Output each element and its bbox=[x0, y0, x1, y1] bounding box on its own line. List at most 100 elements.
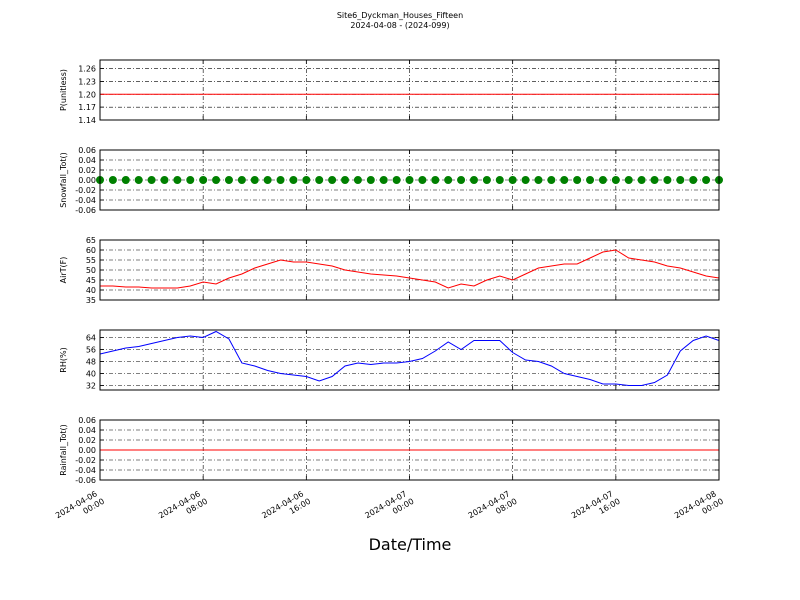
plot-frame bbox=[99, 59, 720, 121]
plot-frame bbox=[99, 329, 720, 391]
data-point bbox=[353, 176, 362, 184]
data-point bbox=[302, 176, 311, 184]
y-tick-label: 0.04 bbox=[78, 156, 96, 165]
y-tick-label: 0.00 bbox=[78, 176, 96, 185]
y-tick-label: 0.04 bbox=[78, 426, 96, 435]
data-point bbox=[108, 176, 117, 184]
data-point bbox=[315, 176, 324, 184]
y-axis-label: Rainfall_Tot() bbox=[59, 424, 68, 476]
data-point bbox=[650, 176, 659, 184]
y-tick-label: 0.02 bbox=[78, 436, 96, 445]
data-point bbox=[663, 176, 672, 184]
x-tick-label: 2024-04-08 00:00 bbox=[673, 488, 725, 529]
y-tick-label: 0.02 bbox=[78, 166, 96, 175]
data-point bbox=[392, 176, 401, 184]
y-tick-label: -0.06 bbox=[75, 206, 96, 215]
y-tick-label: 55 bbox=[86, 256, 96, 265]
data-point bbox=[263, 176, 272, 184]
data-point bbox=[573, 176, 582, 184]
y-tick-label: -0.04 bbox=[75, 196, 96, 205]
x-tick-label: 2024-04-06 16:00 bbox=[260, 488, 312, 529]
data-point bbox=[508, 176, 517, 184]
data-point bbox=[366, 176, 375, 184]
data-point bbox=[289, 176, 298, 184]
y-tick-label: 1.17 bbox=[78, 103, 96, 112]
y-tick-label: 0.06 bbox=[78, 416, 96, 425]
x-tick-label: 2024-04-06 00:00 bbox=[54, 488, 106, 529]
data-point bbox=[250, 176, 259, 184]
data-point bbox=[637, 176, 646, 184]
y-tick-label: 35 bbox=[86, 296, 96, 305]
data-point bbox=[328, 176, 337, 184]
data-point bbox=[237, 176, 246, 184]
data-point bbox=[444, 176, 453, 184]
data-point bbox=[495, 176, 504, 184]
data-point bbox=[405, 176, 414, 184]
y-tick-label: 48 bbox=[86, 358, 96, 367]
x-tick-label: 2024-04-06 08:00 bbox=[157, 488, 209, 529]
data-point bbox=[689, 176, 698, 184]
data-point bbox=[224, 176, 233, 184]
y-tick-label: 50 bbox=[86, 266, 96, 275]
data-point bbox=[586, 176, 595, 184]
y-tick-label: 1.14 bbox=[78, 116, 96, 125]
data-point bbox=[702, 176, 711, 184]
data-point bbox=[598, 176, 607, 184]
y-tick-label: 64 bbox=[86, 334, 96, 343]
y-axis-label: Snowfall_Tot() bbox=[59, 152, 68, 208]
x-tick-label: 2024-04-07 08:00 bbox=[467, 488, 519, 529]
data-point bbox=[379, 176, 388, 184]
y-tick-label: 40 bbox=[86, 370, 96, 379]
data-point bbox=[624, 176, 633, 184]
data-point bbox=[186, 176, 195, 184]
data-point bbox=[560, 176, 569, 184]
data-point bbox=[212, 176, 221, 184]
y-tick-label: -0.02 bbox=[75, 186, 96, 195]
data-point bbox=[547, 176, 556, 184]
data-point bbox=[469, 176, 478, 184]
data-point bbox=[457, 176, 466, 184]
y-tick-label: 1.26 bbox=[78, 65, 96, 74]
data-point bbox=[534, 176, 543, 184]
data-point bbox=[521, 176, 530, 184]
y-tick-label: 56 bbox=[86, 346, 96, 355]
y-tick-label: 45 bbox=[86, 276, 96, 285]
y-tick-label: 0.06 bbox=[78, 146, 96, 155]
plot-frame bbox=[99, 419, 720, 481]
data-point bbox=[121, 176, 130, 184]
data-point bbox=[173, 176, 182, 184]
y-axis-label: AirT(F) bbox=[59, 257, 68, 284]
y-tick-label: -0.06 bbox=[75, 476, 96, 485]
data-point bbox=[676, 176, 685, 184]
y-tick-label: 0.00 bbox=[78, 446, 96, 455]
data-point bbox=[147, 176, 156, 184]
x-tick-label: 2024-04-07 00:00 bbox=[364, 488, 416, 529]
data-point bbox=[276, 176, 285, 184]
y-tick-label: -0.02 bbox=[75, 456, 96, 465]
data-line bbox=[100, 249, 720, 289]
data-point bbox=[160, 176, 169, 184]
y-tick-label: -0.04 bbox=[75, 466, 96, 475]
data-line bbox=[99, 330, 720, 386]
data-point bbox=[482, 176, 491, 184]
data-point bbox=[418, 176, 427, 184]
data-point bbox=[134, 176, 143, 184]
plot-frame bbox=[99, 149, 720, 211]
chart-subtitle: 2024-04-08 - (2024-099) bbox=[350, 21, 449, 30]
x-axis-label: Date/Time bbox=[369, 535, 452, 554]
y-tick-label: 32 bbox=[86, 382, 96, 391]
y-tick-label: 1.23 bbox=[78, 77, 96, 86]
y-tick-label: 65 bbox=[86, 236, 96, 245]
x-tick-label: 2024-04-07 16:00 bbox=[570, 488, 622, 529]
data-point bbox=[611, 176, 620, 184]
y-axis-label: P(unitless) bbox=[59, 69, 68, 111]
chart-title: Site6_Dyckman_Houses_Fifteen bbox=[337, 11, 463, 20]
plot-frame bbox=[99, 239, 720, 301]
y-axis-label: RH(%) bbox=[59, 347, 68, 372]
data-point bbox=[431, 176, 440, 184]
y-tick-label: 1.20 bbox=[78, 90, 96, 99]
data-point bbox=[199, 176, 208, 184]
data-point bbox=[341, 176, 350, 184]
y-tick-label: 60 bbox=[86, 246, 96, 255]
